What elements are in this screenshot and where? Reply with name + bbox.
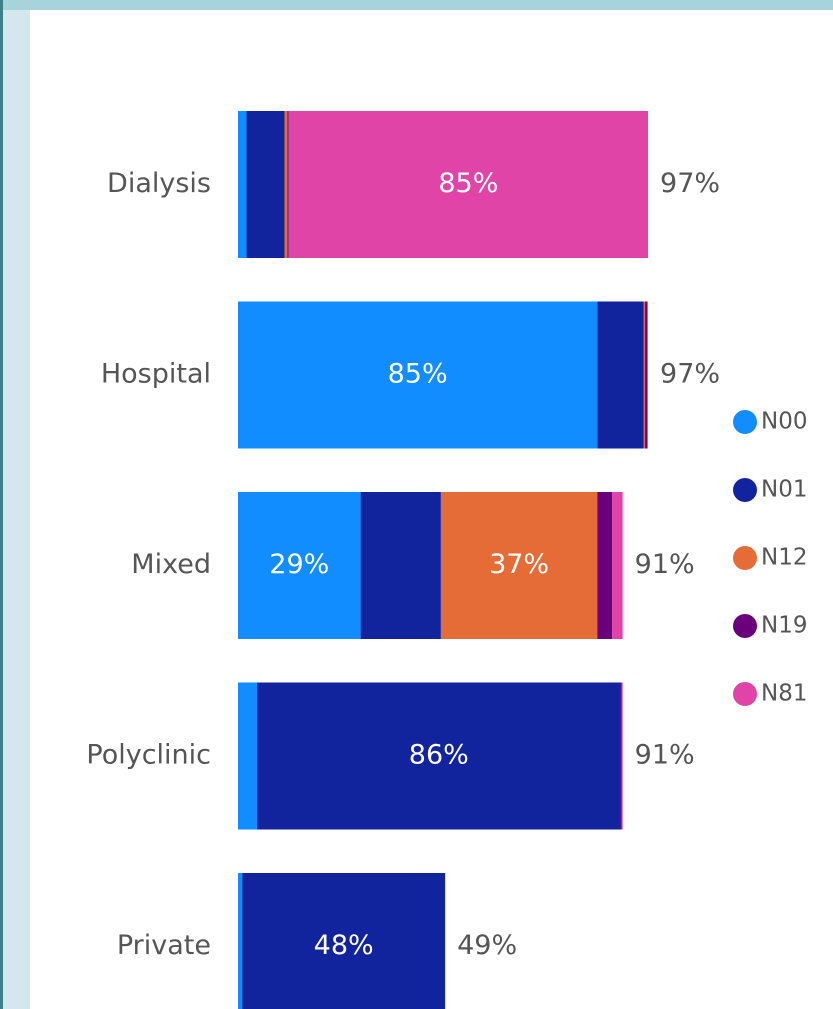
bar-segment <box>246 111 285 258</box>
bar-segment <box>621 682 623 830</box>
data-label: 85% <box>388 359 448 390</box>
bar-segment <box>238 111 247 258</box>
bar-segment <box>287 111 289 258</box>
legend-swatch <box>733 478 757 502</box>
bar-segment <box>597 301 644 449</box>
bar-segment <box>238 492 361 639</box>
bar-segment <box>238 301 598 449</box>
bar-segment <box>645 301 648 449</box>
bar-segment <box>257 682 621 830</box>
legend-label: N81 <box>761 681 807 707</box>
legend-label: N19 <box>761 613 807 639</box>
bar-segment <box>288 111 649 258</box>
total-label: 91% <box>635 549 695 580</box>
category-label: Dialysis <box>107 168 211 199</box>
bar-segment <box>238 873 243 1009</box>
bar-segment <box>612 492 623 639</box>
bar-segment <box>440 492 598 639</box>
legend-swatch <box>733 614 757 638</box>
bar-segment <box>242 873 446 1009</box>
bar-segment <box>284 111 288 258</box>
bar-segment <box>643 301 646 449</box>
left-edge <box>0 0 3 1009</box>
total-label: 91% <box>635 740 695 771</box>
bar-segment <box>238 682 258 830</box>
category-label: Private <box>117 930 211 961</box>
total-label: 97% <box>660 359 720 390</box>
legend-swatch <box>733 546 757 570</box>
legend-label: N12 <box>761 545 807 571</box>
legend-swatch <box>733 410 757 434</box>
category-label: Mixed <box>131 549 211 580</box>
bar-segment <box>620 682 622 830</box>
data-label: 85% <box>438 168 498 199</box>
bar-segment <box>647 301 649 449</box>
category-label: Polyclinic <box>86 740 211 771</box>
data-label: 86% <box>409 740 469 771</box>
total-label: 49% <box>457 930 517 961</box>
bar-segment <box>597 492 613 639</box>
category-label: Hospital <box>101 359 211 390</box>
data-label: 48% <box>314 930 374 961</box>
data-label: 37% <box>489 549 549 580</box>
legend-swatch <box>733 682 757 706</box>
data-label: 29% <box>269 549 329 580</box>
legend-label: N01 <box>761 477 807 503</box>
legend-label: N00 <box>761 409 807 435</box>
total-label: 97% <box>660 168 720 199</box>
bar-segment <box>360 492 441 639</box>
top-band <box>0 0 833 10</box>
